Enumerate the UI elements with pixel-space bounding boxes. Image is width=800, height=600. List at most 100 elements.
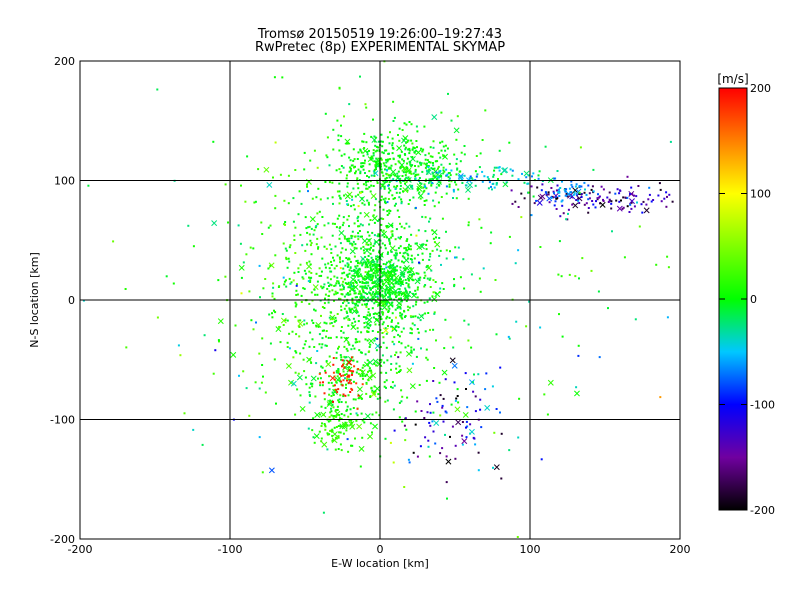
data-point — [367, 308, 370, 311]
data-point — [421, 252, 424, 255]
data-point — [410, 349, 413, 352]
data-point — [373, 260, 376, 263]
data-point — [311, 385, 314, 388]
data-point — [301, 244, 304, 247]
data-point — [393, 185, 396, 188]
data-point — [387, 265, 390, 268]
data-point — [341, 365, 343, 368]
data-point — [659, 188, 662, 191]
data-point — [470, 273, 473, 276]
data-point — [666, 195, 668, 198]
data-point — [335, 357, 338, 360]
data-point — [293, 234, 296, 237]
data-point — [434, 281, 437, 283]
data-point — [592, 190, 595, 193]
data-point — [394, 238, 397, 241]
data-point — [387, 325, 389, 327]
data-point — [388, 209, 391, 212]
data-point — [652, 199, 655, 201]
data-point — [423, 285, 426, 288]
data-point — [459, 276, 462, 279]
data-point — [350, 387, 353, 390]
data-point — [555, 197, 558, 200]
data-point-cross — [451, 362, 458, 369]
data-point — [391, 312, 394, 315]
data-point — [514, 200, 517, 203]
data-point — [306, 243, 309, 246]
data-point — [255, 321, 257, 324]
data-point — [400, 342, 403, 345]
data-point — [359, 75, 361, 78]
data-point — [365, 263, 368, 266]
data-point — [310, 227, 313, 230]
data-point — [600, 185, 603, 188]
data-point — [414, 410, 417, 413]
data-point — [553, 177, 556, 180]
data-point — [397, 356, 400, 359]
data-point — [508, 449, 511, 452]
data-point — [481, 170, 484, 173]
data-point — [398, 278, 401, 281]
data-point — [396, 280, 399, 283]
data-point — [409, 163, 412, 166]
data-point — [373, 135, 376, 138]
data-point — [404, 439, 407, 442]
data-point — [390, 278, 393, 280]
data-point — [333, 426, 336, 429]
data-point — [361, 436, 364, 439]
data-point — [351, 444, 354, 447]
data-point — [426, 170, 429, 173]
data-point-cross — [299, 405, 306, 412]
data-point — [381, 140, 384, 143]
data-point — [388, 142, 391, 145]
data-point — [445, 455, 448, 458]
data-point — [312, 322, 315, 324]
data-point — [404, 171, 407, 174]
data-point — [269, 264, 272, 267]
data-point — [611, 230, 613, 233]
data-point-cross — [373, 317, 380, 324]
data-point — [380, 272, 383, 275]
data-point — [348, 319, 351, 321]
data-point — [410, 346, 413, 349]
data-point — [391, 152, 394, 155]
data-point — [407, 246, 410, 249]
data-point — [352, 240, 355, 243]
data-point — [401, 260, 403, 263]
data-point — [297, 372, 300, 375]
data-point — [365, 282, 367, 285]
data-point — [633, 205, 636, 208]
data-point — [430, 167, 433, 170]
data-point — [298, 335, 301, 338]
data-point — [397, 259, 400, 262]
data-point — [370, 174, 373, 177]
data-point — [395, 325, 398, 328]
data-point — [366, 258, 368, 261]
data-point-cross — [367, 433, 373, 440]
data-point — [335, 351, 338, 354]
data-point — [347, 286, 350, 289]
data-point — [338, 256, 341, 259]
data-point — [339, 373, 341, 376]
data-point — [330, 252, 333, 254]
data-point — [335, 336, 338, 339]
data-point — [288, 277, 291, 280]
data-point — [663, 197, 666, 200]
data-point — [658, 182, 661, 185]
data-point — [309, 277, 312, 280]
data-point — [420, 182, 423, 185]
data-point — [602, 200, 605, 202]
data-point — [419, 162, 422, 165]
data-point-cross — [599, 201, 606, 208]
data-point — [366, 271, 369, 274]
data-point — [436, 400, 439, 403]
data-point — [379, 163, 382, 166]
data-point — [332, 400, 334, 403]
data-point — [359, 170, 362, 173]
data-point — [455, 197, 458, 200]
data-point — [388, 212, 391, 215]
data-point — [366, 314, 369, 317]
data-point — [319, 413, 322, 416]
data-point — [382, 304, 385, 307]
data-point — [356, 296, 358, 299]
